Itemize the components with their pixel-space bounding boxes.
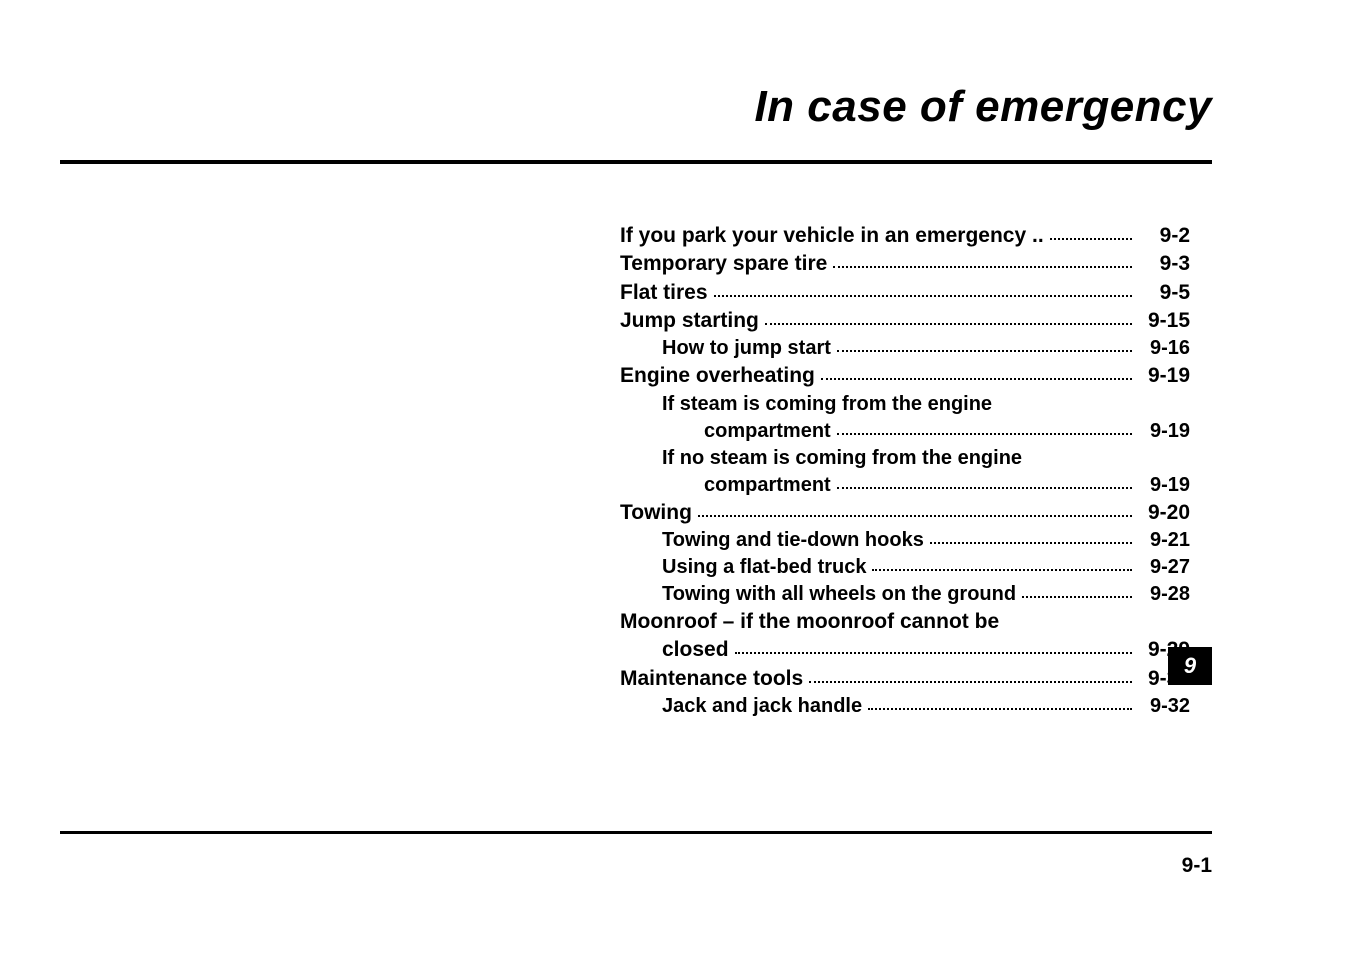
toc-row: Jump starting 9-15 [620, 307, 1190, 335]
toc-label: Jack and jack handle [662, 693, 862, 720]
toc-leader-dots [837, 433, 1132, 435]
toc-row: Jack and jack handle 9-32 [620, 693, 1190, 720]
toc-label: Moonroof – if the moonroof cannot be [620, 608, 999, 636]
toc-leader-dots [714, 295, 1132, 297]
toc-label: Jump starting [620, 307, 759, 335]
toc-row: Moonroof – if the moonroof cannot be [620, 608, 1190, 636]
toc-page: 9-19 [1138, 362, 1190, 390]
toc-row: compartment 9-19 [620, 472, 1190, 499]
chapter-tab: 9 [1168, 647, 1212, 685]
toc-page: 9-32 [1138, 693, 1190, 720]
toc-label: Using a flat-bed truck [662, 554, 866, 581]
toc-row: closed9-29 [620, 636, 1190, 664]
toc-leader-dots [1050, 238, 1132, 240]
toc-page: 9-27 [1138, 554, 1190, 581]
toc-leader-dots [872, 569, 1132, 571]
toc-label: If steam is coming from the engine [662, 391, 992, 418]
toc-row: Towing with all wheels on the ground 9-28 [620, 581, 1190, 608]
footer-rule [60, 831, 1212, 834]
toc-row: Temporary spare tire 9-3 [620, 250, 1190, 278]
toc-page: 9-21 [1138, 527, 1190, 554]
toc-page: 9-28 [1138, 581, 1190, 608]
footer-page-number: 9-1 [1182, 854, 1212, 878]
toc-leader-dots [698, 515, 1132, 517]
toc-row: Using a flat-bed truck 9-27 [620, 554, 1190, 581]
toc-leader-dots [735, 652, 1132, 654]
toc-leader-dots [833, 266, 1132, 268]
toc-label: Towing with all wheels on the ground [662, 581, 1016, 608]
toc-label: How to jump start [662, 335, 831, 362]
toc-row: Maintenance tools9-31 [620, 665, 1190, 693]
toc-row: If you park your vehicle in an emergency… [620, 222, 1190, 250]
toc-page: 9-20 [1138, 499, 1190, 527]
toc-page: 9-15 [1138, 307, 1190, 335]
toc-row: Towing 9-20 [620, 499, 1190, 527]
toc-leader-dots [809, 681, 1132, 683]
toc-leader-dots [930, 542, 1132, 544]
toc-label: Flat tires [620, 279, 708, 307]
title-rule [60, 160, 1212, 164]
toc-page: 9-19 [1138, 472, 1190, 499]
toc-label: compartment [704, 472, 831, 499]
toc-row: How to jump start 9-16 [620, 335, 1190, 362]
toc-row: If steam is coming from the engine [620, 391, 1190, 418]
toc-leader-dots [837, 350, 1132, 352]
toc-label: compartment [704, 418, 831, 445]
toc-label: Temporary spare tire [620, 250, 827, 278]
table-of-contents: If you park your vehicle in an emergency… [620, 222, 1190, 720]
toc-row: Engine overheating 9-19 [620, 362, 1190, 390]
page-title: In case of emergency [754, 82, 1212, 132]
toc-page: 9-19 [1138, 418, 1190, 445]
toc-page: 9-16 [1138, 335, 1190, 362]
toc-leader-dots [868, 708, 1132, 710]
toc-page: 9-5 [1138, 279, 1190, 307]
toc-leader-dots [765, 323, 1132, 325]
toc-page: 9-3 [1138, 250, 1190, 278]
toc-label: If you park your vehicle in an emergency… [620, 222, 1044, 250]
toc-label: Towing [620, 499, 692, 527]
toc-row: Flat tires 9-5 [620, 279, 1190, 307]
toc-row: Towing and tie-down hooks 9-21 [620, 527, 1190, 554]
toc-label: If no steam is coming from the engine [662, 445, 1022, 472]
toc-label: closed [662, 636, 729, 664]
toc-label: Towing and tie-down hooks [662, 527, 924, 554]
toc-page: 9-2 [1138, 222, 1190, 250]
toc-leader-dots [1022, 596, 1132, 598]
toc-leader-dots [837, 487, 1132, 489]
toc-leader-dots [821, 378, 1132, 380]
toc-row: compartment 9-19 [620, 418, 1190, 445]
page: In case of emergency If you park your ve… [0, 0, 1352, 954]
toc-label: Engine overheating [620, 362, 815, 390]
toc-row: If no steam is coming from the engine [620, 445, 1190, 472]
toc-label: Maintenance tools [620, 665, 803, 693]
